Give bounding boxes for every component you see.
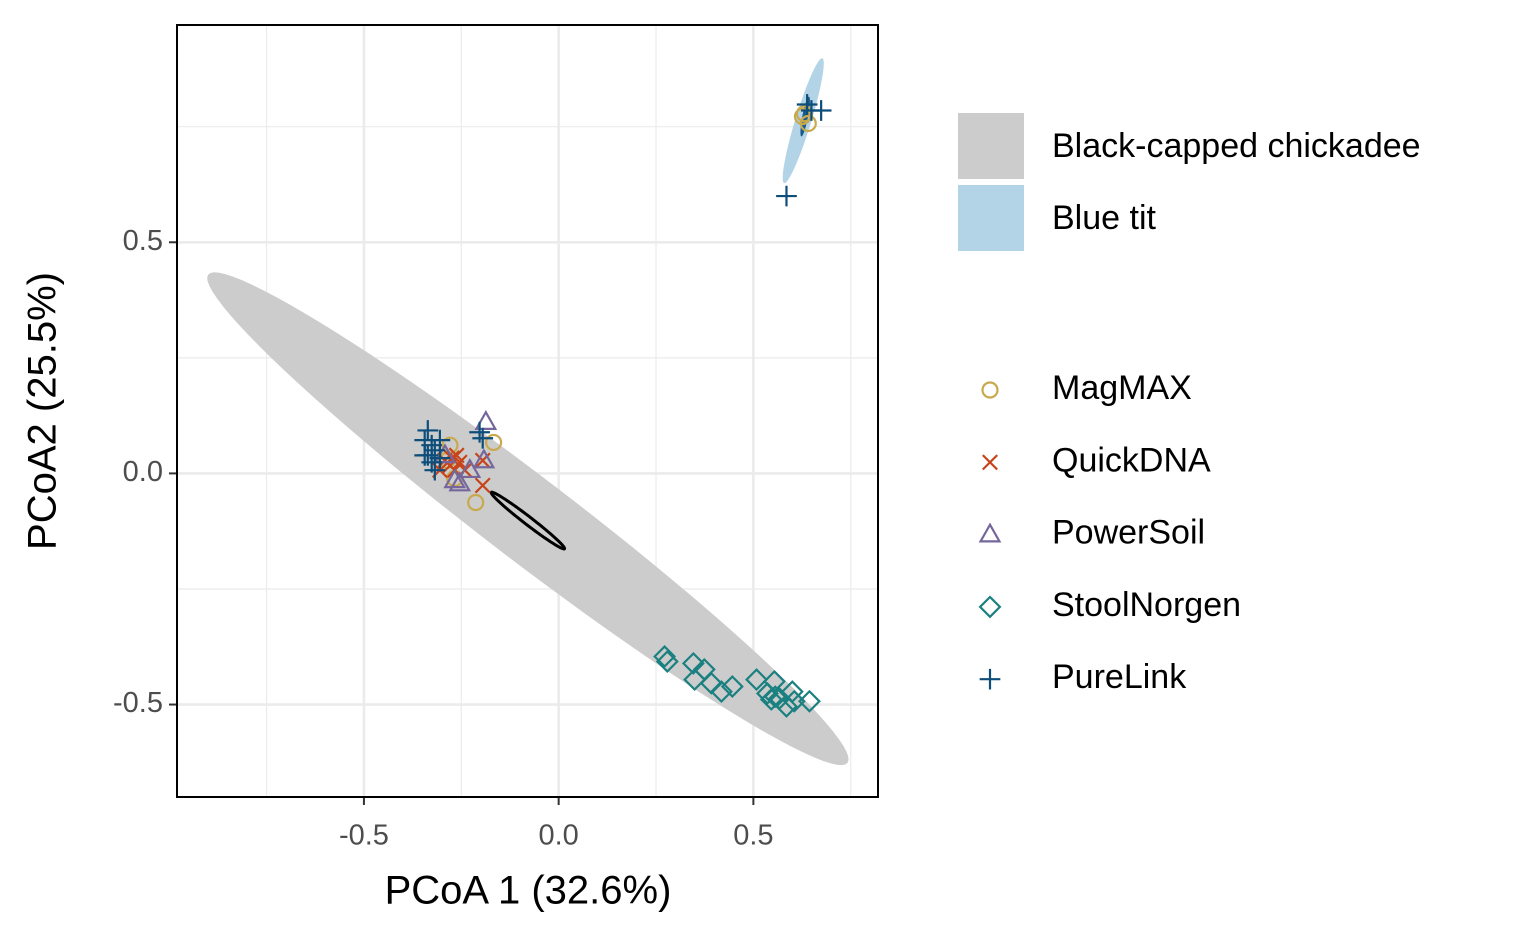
point xyxy=(796,94,818,115)
point xyxy=(474,477,491,494)
legend-label: StoolNorgen xyxy=(1052,586,1241,624)
point xyxy=(474,409,498,430)
plot-border xyxy=(176,24,879,798)
y-tick-label: 0.5 xyxy=(123,225,163,257)
x-tick-label: 0.5 xyxy=(733,820,773,852)
legend-key xyxy=(958,185,1024,251)
point xyxy=(469,421,490,443)
point xyxy=(755,681,779,705)
point xyxy=(681,651,705,675)
point xyxy=(709,680,733,704)
legend-label: PowerSoil xyxy=(1052,514,1205,552)
point xyxy=(417,420,439,441)
point xyxy=(424,439,446,461)
point xyxy=(443,468,467,489)
point xyxy=(485,433,503,452)
x-axis-title: PCoA 1 (32.6%) xyxy=(385,869,672,913)
y-tick-label: 0.0 xyxy=(123,456,163,488)
legend-label: Black-capped chickadee xyxy=(1052,127,1421,165)
point xyxy=(763,685,787,709)
point xyxy=(699,671,723,695)
point xyxy=(776,185,797,207)
legend-key xyxy=(979,668,1001,690)
point xyxy=(472,448,496,469)
point xyxy=(448,471,472,492)
ellipse xyxy=(207,272,849,766)
y-axis-title: PCoA2 (25.5%) xyxy=(21,272,65,550)
legend-label: QuickDNA xyxy=(1052,441,1211,479)
legend-label: Blue tit xyxy=(1052,199,1156,237)
point xyxy=(798,689,821,713)
point xyxy=(653,645,677,668)
point xyxy=(448,447,465,464)
point xyxy=(458,458,482,479)
legend-key xyxy=(978,595,1002,619)
point xyxy=(745,668,768,692)
legend-key xyxy=(982,454,998,471)
point xyxy=(424,459,446,481)
point xyxy=(414,445,436,466)
point xyxy=(429,429,451,451)
legend-label: MagMAX xyxy=(1052,369,1192,407)
x-tick-label: -0.5 xyxy=(339,820,389,852)
ellipse xyxy=(489,490,567,551)
point xyxy=(780,680,804,704)
legend-label: PureLink xyxy=(1052,658,1187,696)
point xyxy=(810,100,832,121)
point xyxy=(467,493,485,512)
legend-key xyxy=(958,113,1024,179)
y-tick-label: -0.5 xyxy=(113,687,163,719)
legend-key xyxy=(981,381,999,399)
x-tick-label: 0.0 xyxy=(538,820,578,852)
point xyxy=(793,107,812,126)
legend-key xyxy=(978,522,1002,543)
point xyxy=(655,650,679,674)
point xyxy=(720,675,744,698)
